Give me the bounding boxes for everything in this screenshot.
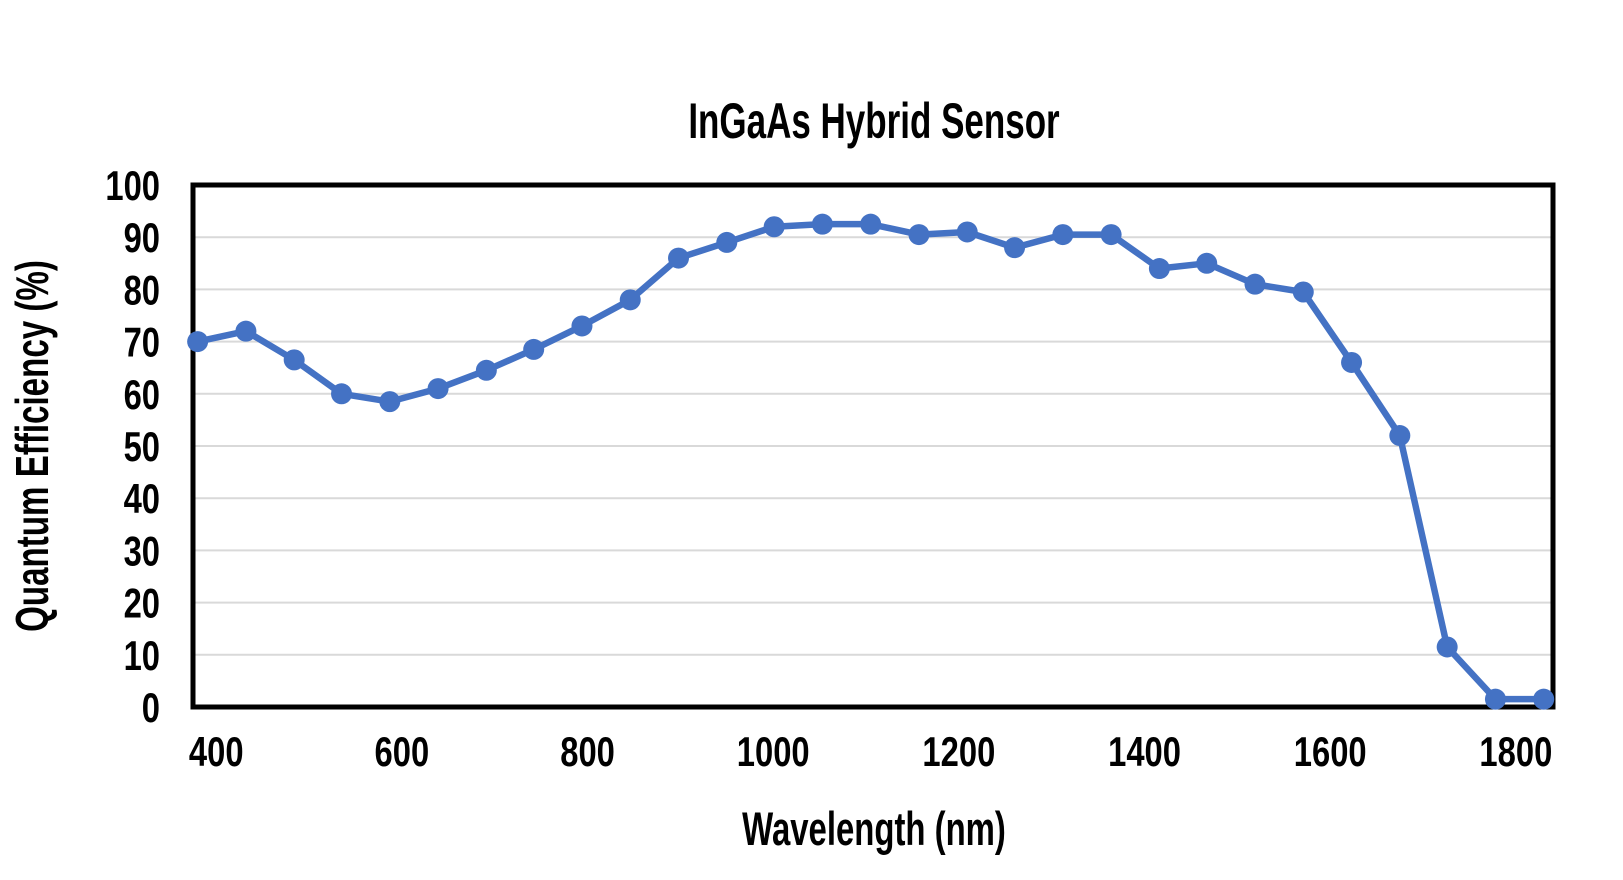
- x-tick-text: 1800: [1479, 728, 1552, 775]
- data-point-1467nm: [1196, 252, 1218, 274]
- data-point-484nm: [283, 349, 305, 371]
- plot-border: [190, 182, 1556, 710]
- data-point-432nm: [235, 320, 257, 342]
- data-point-1001nm: [763, 216, 785, 238]
- data-point-1209nm: [956, 221, 978, 243]
- x-tick-label-1000: 1000: [737, 728, 810, 775]
- x-tick-text: 1400: [1108, 728, 1181, 775]
- x-tick-text: 600: [375, 728, 430, 775]
- data-point-1053nm: [811, 213, 833, 235]
- x-tick-text: 800: [560, 728, 615, 775]
- data-point-1571nm: [1292, 281, 1314, 303]
- y-tick-label-30: 30: [124, 527, 160, 574]
- y-tick-text: 100: [105, 162, 160, 209]
- data-point-1105nm: [860, 213, 882, 235]
- data-point-380nm: [187, 331, 209, 353]
- y-tick-label-70: 70: [124, 319, 160, 366]
- y-tick-text: 60: [124, 371, 160, 418]
- y-tick-text: 40: [124, 475, 160, 522]
- y-tick-text: 20: [124, 580, 160, 627]
- y-tick-text: 50: [124, 423, 160, 470]
- data-point-898nm: [668, 247, 690, 269]
- y-tick-text: 30: [124, 527, 160, 574]
- x-tick-label-600: 600: [375, 728, 430, 775]
- x-axis-title: Wavelength (nm): [742, 802, 1006, 855]
- data-point-1675nm: [1389, 425, 1411, 447]
- y-tick-text: 70: [124, 319, 160, 366]
- x-axis-title-text: Wavelength (nm): [742, 802, 1006, 855]
- y-tick-label-50: 50: [124, 423, 160, 470]
- data-point-1623nm: [1341, 351, 1363, 373]
- y-tick-label-100: 100: [105, 162, 160, 209]
- x-tick-text: 1600: [1294, 728, 1367, 775]
- data-point-1519nm: [1244, 273, 1266, 295]
- x-tick-label-400: 400: [189, 728, 244, 775]
- y-tick-text: 80: [124, 266, 160, 313]
- data-point-535nm: [331, 383, 353, 405]
- data-point-639nm: [427, 378, 449, 400]
- y-tick-label-10: 10: [124, 632, 160, 679]
- y-tick-label-90: 90: [124, 214, 160, 261]
- chart-title: InGaAs Hybrid Sensor: [688, 94, 1060, 150]
- x-tick-label-800: 800: [560, 728, 615, 775]
- data-point-691nm: [475, 359, 497, 381]
- data-point-1830nm: [1533, 688, 1555, 710]
- x-tick-text: 1000: [737, 728, 810, 775]
- data-point-1312nm: [1052, 224, 1074, 246]
- data-point-1778nm: [1484, 688, 1506, 710]
- x-tick-label-1800: 1800: [1479, 728, 1552, 775]
- y-tick-label-0: 0: [142, 684, 160, 731]
- data-point-1364nm: [1100, 224, 1122, 246]
- y-tick-label-20: 20: [124, 580, 160, 627]
- y-tick-text: 10: [124, 632, 160, 679]
- qe-series-line: [194, 220, 1547, 703]
- y-tick-label-60: 60: [124, 371, 160, 418]
- x-tick-label-1600: 1600: [1294, 728, 1367, 775]
- data-point-1260nm: [1004, 237, 1026, 259]
- data-point-950nm: [716, 231, 738, 253]
- chart-title-text: InGaAs Hybrid Sensor: [688, 94, 1060, 150]
- data-point-1416nm: [1148, 258, 1170, 280]
- data-point-846nm: [619, 289, 641, 311]
- y-axis-title: Quantum Efficiency (%): [8, 260, 58, 632]
- y-tick-label-40: 40: [124, 475, 160, 522]
- data-point-794nm: [571, 315, 593, 337]
- y-tick-text: 90: [124, 214, 160, 261]
- y-tick-label-80: 80: [124, 266, 160, 313]
- data-point-742nm: [523, 338, 545, 360]
- x-tick-text: 400: [189, 728, 244, 775]
- y-axis-title-text: Quantum Efficiency (%): [8, 260, 58, 632]
- x-tick-label-1200: 1200: [922, 728, 995, 775]
- y-tick-text: 0: [142, 684, 160, 731]
- x-tick-text: 1200: [922, 728, 995, 775]
- data-point-587nm: [379, 391, 401, 413]
- x-tick-label-1400: 1400: [1108, 728, 1181, 775]
- data-point-1157nm: [908, 224, 930, 246]
- data-point-1726nm: [1436, 636, 1458, 658]
